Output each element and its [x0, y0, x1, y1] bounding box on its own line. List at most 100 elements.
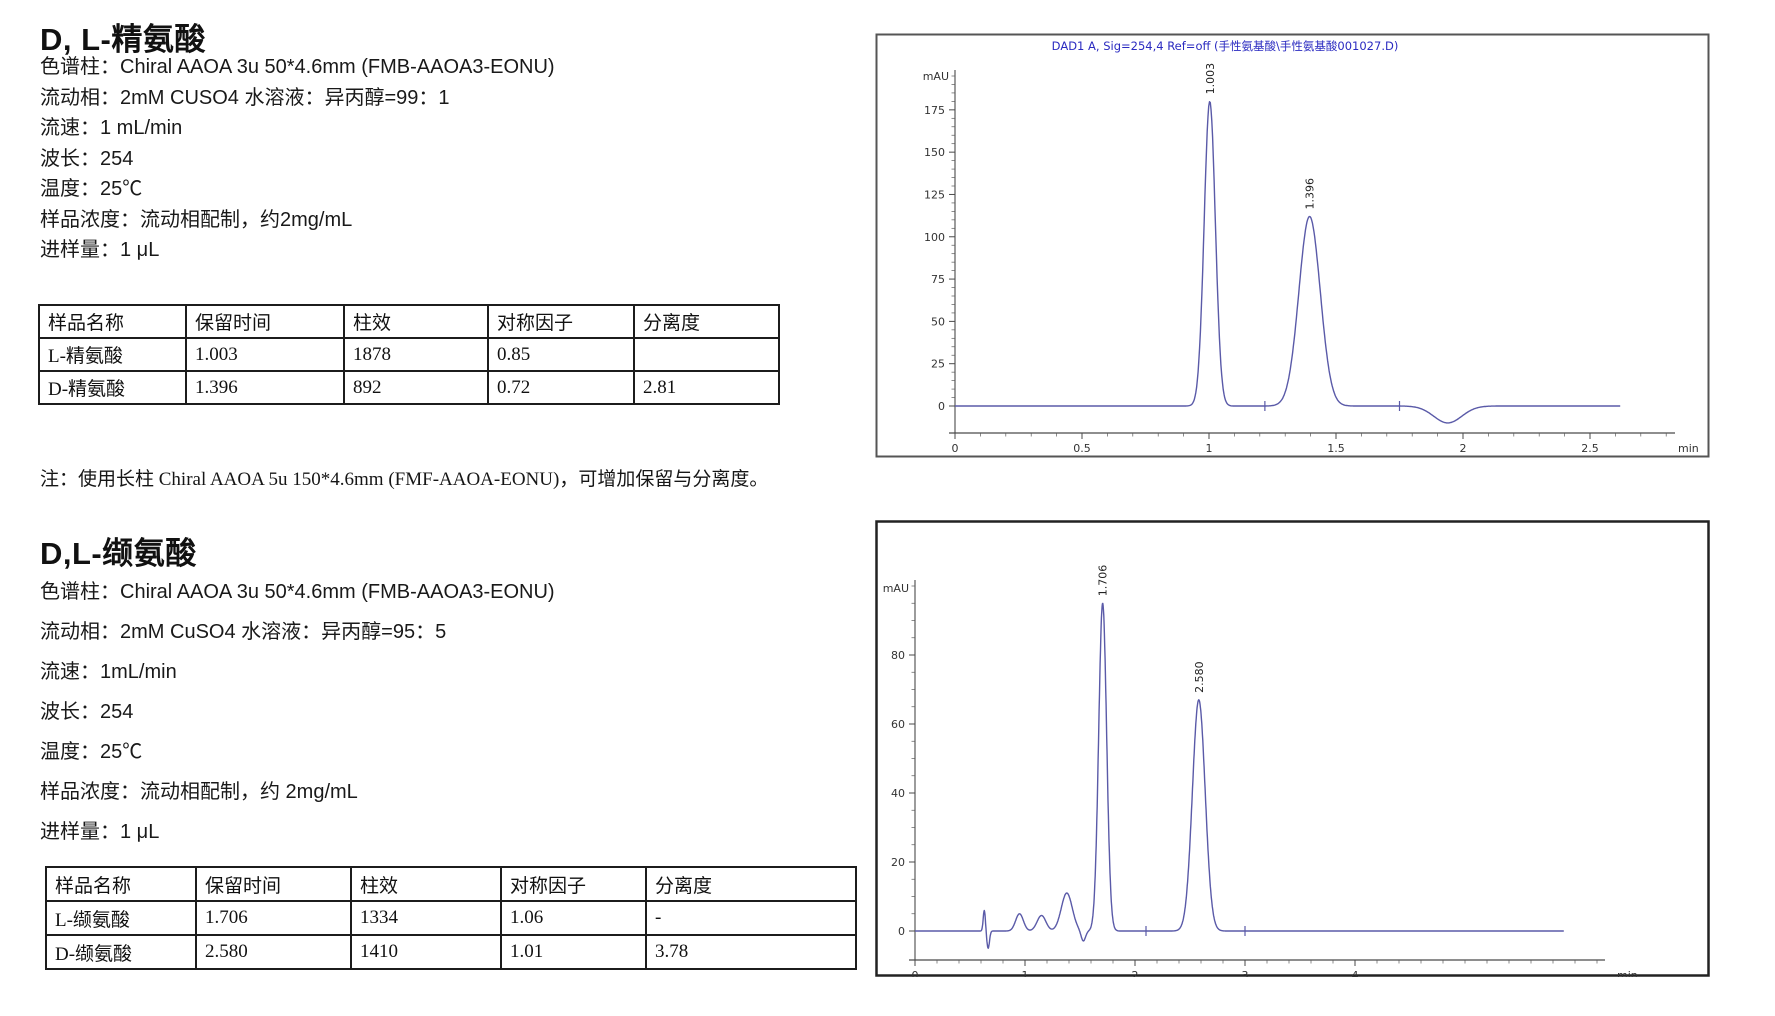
- valine-results-table-wrap: 样品名称 保留时间 柱效 对称因子 分离度 L-缬氨酸 1.706 1334 1.06- D-缬…: [45, 866, 857, 970]
- y-tick-label: 125: [924, 188, 945, 201]
- table-body: L-精氨酸 1.003 1878 0.85 D-精氨酸 1.396 892 0.72 2.81: [38, 337, 780, 405]
- y-tick-label: 100: [924, 231, 945, 244]
- chart-border: [875, 33, 1710, 458]
- table-header-cell: 样品名称: [38, 304, 187, 339]
- x-axis-unit-label: min: [1678, 442, 1699, 455]
- table-cell: 1.396: [185, 370, 345, 405]
- y-tick-label: 25: [931, 358, 945, 371]
- column-note: 注：使用长柱 Chiral AAOA 5u 150*4.6mm (FMF-AAO…: [40, 469, 769, 490]
- method-param-line: 温度：25℃: [40, 741, 143, 763]
- table-cell: D-精氨酸: [38, 370, 187, 405]
- table-cell: 1.003: [185, 337, 345, 372]
- method-param-line: 色谱柱：Chiral AAOA 3u 50*4.6mm (FMB-AAOA3-E…: [40, 581, 555, 603]
- section-arginine-params: 色谱柱：Chiral AAOA 3u 50*4.6mm (FMB-AAOA3-E…: [40, 52, 555, 266]
- table-cell: 1334: [350, 900, 502, 936]
- peak-retention-label: 1.003: [1204, 63, 1217, 95]
- method-param-line: 波长：254: [40, 701, 134, 723]
- table-cell: L-精氨酸: [38, 337, 187, 372]
- table-cell: 2.580: [195, 934, 352, 970]
- table-row: D-缬氨酸 2.580 1410 1.01 3.78: [45, 934, 857, 970]
- y-tick-label: 75: [931, 273, 945, 286]
- section-valine-header: D,L-缬氨酸: [40, 528, 197, 573]
- chromatogram-trace: [914, 602, 1565, 949]
- arginine-results-table-wrap: 样品名称 保留时间 柱效 对称因子 分离度 L-精氨酸 1.003 1878 0.85 D-精氨…: [38, 304, 780, 405]
- table-header-row: 样品名称 保留时间 柱效 对称因子 分离度: [38, 304, 780, 339]
- table-header-cell: 样品名称: [45, 866, 197, 902]
- chromatogram-trace: [955, 100, 1621, 424]
- chromatogram-arginine: DAD1 A, Sig=254,4 Ref=off (手性氨基酸\手性氨基酸00…: [875, 33, 1710, 458]
- table-cell: 1878: [343, 337, 489, 372]
- y-tick-label: 175: [924, 104, 945, 117]
- x-tick-label: 4: [1352, 969, 1359, 977]
- y-tick-label: 50: [931, 315, 945, 328]
- chart-border: [875, 520, 1710, 977]
- method-param-line: 波长：254: [40, 147, 134, 170]
- table-cell: 1.06: [500, 900, 647, 936]
- table-row: D-精氨酸 1.396 892 0.72 2.81: [38, 370, 780, 405]
- table-cell: 1410: [350, 934, 502, 970]
- section-valine-params: 色谱柱：Chiral AAOA 3u 50*4.6mm (FMB-AAOA3-E…: [40, 572, 555, 852]
- method-param-line: 样品浓度：流动相配制，约 2mg/mL: [40, 781, 358, 803]
- chromatogram-valine: 0 20 40 60 80 0 1 2 3 4 min mAU 1.706 2.580: [875, 520, 1710, 982]
- table-header-cell: 分离度: [633, 304, 780, 339]
- method-param-line: 温度：25℃: [40, 178, 143, 200]
- section-title: D,L-缬氨酸: [40, 536, 197, 571]
- table-header-cell: 保留时间: [195, 866, 352, 902]
- table-cell: 0.85: [487, 337, 635, 372]
- chart-svg: 0 20 40 60 80 0 1 2 3 4 min mAU 1.706 2.580: [875, 520, 1710, 982]
- y-tick-label: 20: [891, 856, 905, 869]
- table-header-cell: 保留时间: [185, 304, 345, 339]
- valine-results-table: 样品名称 保留时间 柱效 对称因子 分离度 L-缬氨酸 1.706 1334 1.06- D-缬…: [45, 866, 857, 970]
- section-title: D, L-精氨酸: [40, 22, 206, 57]
- method-param-line: 流速：1mL/min: [40, 661, 177, 683]
- y-tick-label: 80: [891, 649, 905, 662]
- y-tick-label: 0: [938, 400, 945, 413]
- table-cell: 0.72: [487, 370, 635, 405]
- x-tick-label: 1: [1022, 969, 1029, 977]
- table-header-cell: 对称因子: [500, 866, 647, 902]
- method-param-line: 色谱柱：Chiral AAOA 3u 50*4.6mm (FMB-AAOA3-E…: [40, 56, 555, 78]
- table-cell: -: [645, 900, 857, 936]
- table-cell: 1.01: [500, 934, 647, 970]
- table-cell: [633, 337, 780, 372]
- section-arginine-header: D, L-精氨酸: [40, 14, 206, 59]
- arginine-results-table: 样品名称 保留时间 柱效 对称因子 分离度 L-精氨酸 1.003 1878 0.85 D-精氨…: [38, 304, 780, 405]
- x-tick-label: 3: [1242, 969, 1249, 977]
- peak-retention-label: 2.580: [1193, 661, 1206, 693]
- table-cell: D-缬氨酸: [45, 934, 197, 970]
- chart-signal-title: DAD1 A, Sig=254,4 Ref=off (手性氨基酸\手性氨基酸00…: [1052, 39, 1399, 53]
- method-param-line: 样品浓度：流动相配制，约2mg/mL: [40, 208, 353, 231]
- table-row: L-缬氨酸 1.706 1334 1.06-: [45, 900, 857, 936]
- y-axis-unit-label: mAU: [883, 582, 909, 595]
- method-param-line: 进样量：1 μL: [40, 821, 160, 843]
- table-row: L-精氨酸 1.003 1878 0.85: [38, 337, 780, 372]
- y-axis-unit-label: mAU: [923, 70, 949, 83]
- y-tick-label: 0: [898, 925, 905, 938]
- table-cell: 3.78: [645, 934, 857, 970]
- table-header-row: 样品名称 保留时间 柱效 对称因子 分离度: [38, 304, 780, 339]
- table-cell: 1.706: [195, 900, 352, 936]
- table-body: L-缬氨酸 1.706 1334 1.06- D-缬氨酸 2.580 1410 1.01 3.7…: [45, 900, 857, 970]
- x-tick-label: 1.5: [1327, 442, 1345, 455]
- method-param-line: 流动相：2mM CuSO4 水溶液：异丙醇=95：5: [40, 621, 447, 643]
- x-axis-unit-label: min: [1617, 969, 1638, 977]
- method-param-line: 进样量：1 μL: [40, 239, 160, 261]
- table-header-row: 样品名称 保留时间 柱效 对称因子 分离度: [45, 866, 857, 902]
- table-header-row: 样品名称 保留时间 柱效 对称因子 分离度: [45, 866, 857, 902]
- x-tick-label: 0: [912, 969, 919, 977]
- chart-svg: DAD1 A, Sig=254,4 Ref=off (手性氨基酸\手性氨基酸00…: [875, 33, 1710, 458]
- y-tick-label: 60: [891, 718, 905, 731]
- x-tick-label: 2.5: [1581, 442, 1599, 455]
- table-header-cell: 柱效: [350, 866, 502, 902]
- peak-retention-label: 1.396: [1304, 178, 1317, 210]
- y-tick-label: 150: [924, 146, 945, 159]
- table-header-cell: 柱效: [343, 304, 489, 339]
- method-param-line: 流动相：2mM CUSO4 水溶液：异丙醇=99：1: [40, 86, 450, 109]
- table-header-cell: 对称因子: [487, 304, 635, 339]
- method-param-line: 流速：1 mL/min: [40, 117, 183, 139]
- x-tick-label: 2: [1132, 969, 1139, 977]
- table-cell: 2.81: [633, 370, 780, 405]
- y-tick-label: 40: [891, 787, 905, 800]
- table-cell: L-缬氨酸: [45, 900, 197, 936]
